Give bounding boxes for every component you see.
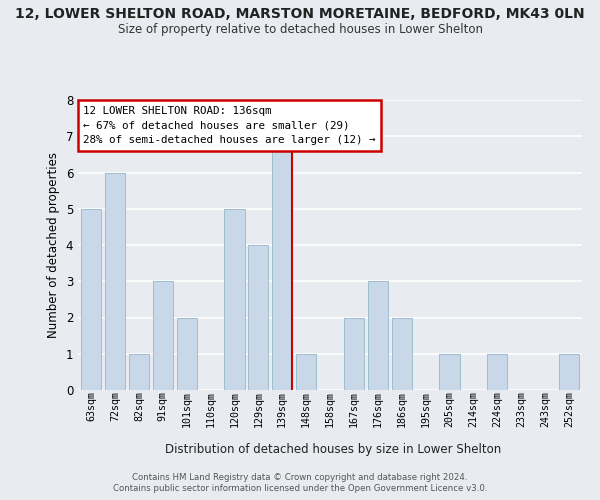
Bar: [487, 354, 508, 390]
Bar: [392, 318, 412, 390]
Bar: [296, 354, 316, 390]
Text: Distribution of detached houses by size in Lower Shelton: Distribution of detached houses by size …: [165, 442, 501, 456]
Text: Contains public sector information licensed under the Open Government Licence v3: Contains public sector information licen…: [113, 484, 487, 493]
Bar: [272, 136, 292, 390]
Text: 12 LOWER SHELTON ROAD: 136sqm
← 67% of detached houses are smaller (29)
28% of s: 12 LOWER SHELTON ROAD: 136sqm ← 67% of d…: [83, 106, 376, 146]
Bar: [224, 209, 245, 390]
Bar: [176, 318, 197, 390]
Bar: [152, 281, 173, 390]
Bar: [248, 245, 268, 390]
Bar: [368, 281, 388, 390]
Text: Size of property relative to detached houses in Lower Shelton: Size of property relative to detached ho…: [118, 22, 482, 36]
Bar: [81, 209, 101, 390]
Bar: [439, 354, 460, 390]
Text: 12, LOWER SHELTON ROAD, MARSTON MORETAINE, BEDFORD, MK43 0LN: 12, LOWER SHELTON ROAD, MARSTON MORETAIN…: [15, 8, 585, 22]
Bar: [129, 354, 149, 390]
Bar: [559, 354, 579, 390]
Bar: [105, 172, 125, 390]
Text: Contains HM Land Registry data © Crown copyright and database right 2024.: Contains HM Land Registry data © Crown c…: [132, 472, 468, 482]
Bar: [344, 318, 364, 390]
Y-axis label: Number of detached properties: Number of detached properties: [47, 152, 60, 338]
